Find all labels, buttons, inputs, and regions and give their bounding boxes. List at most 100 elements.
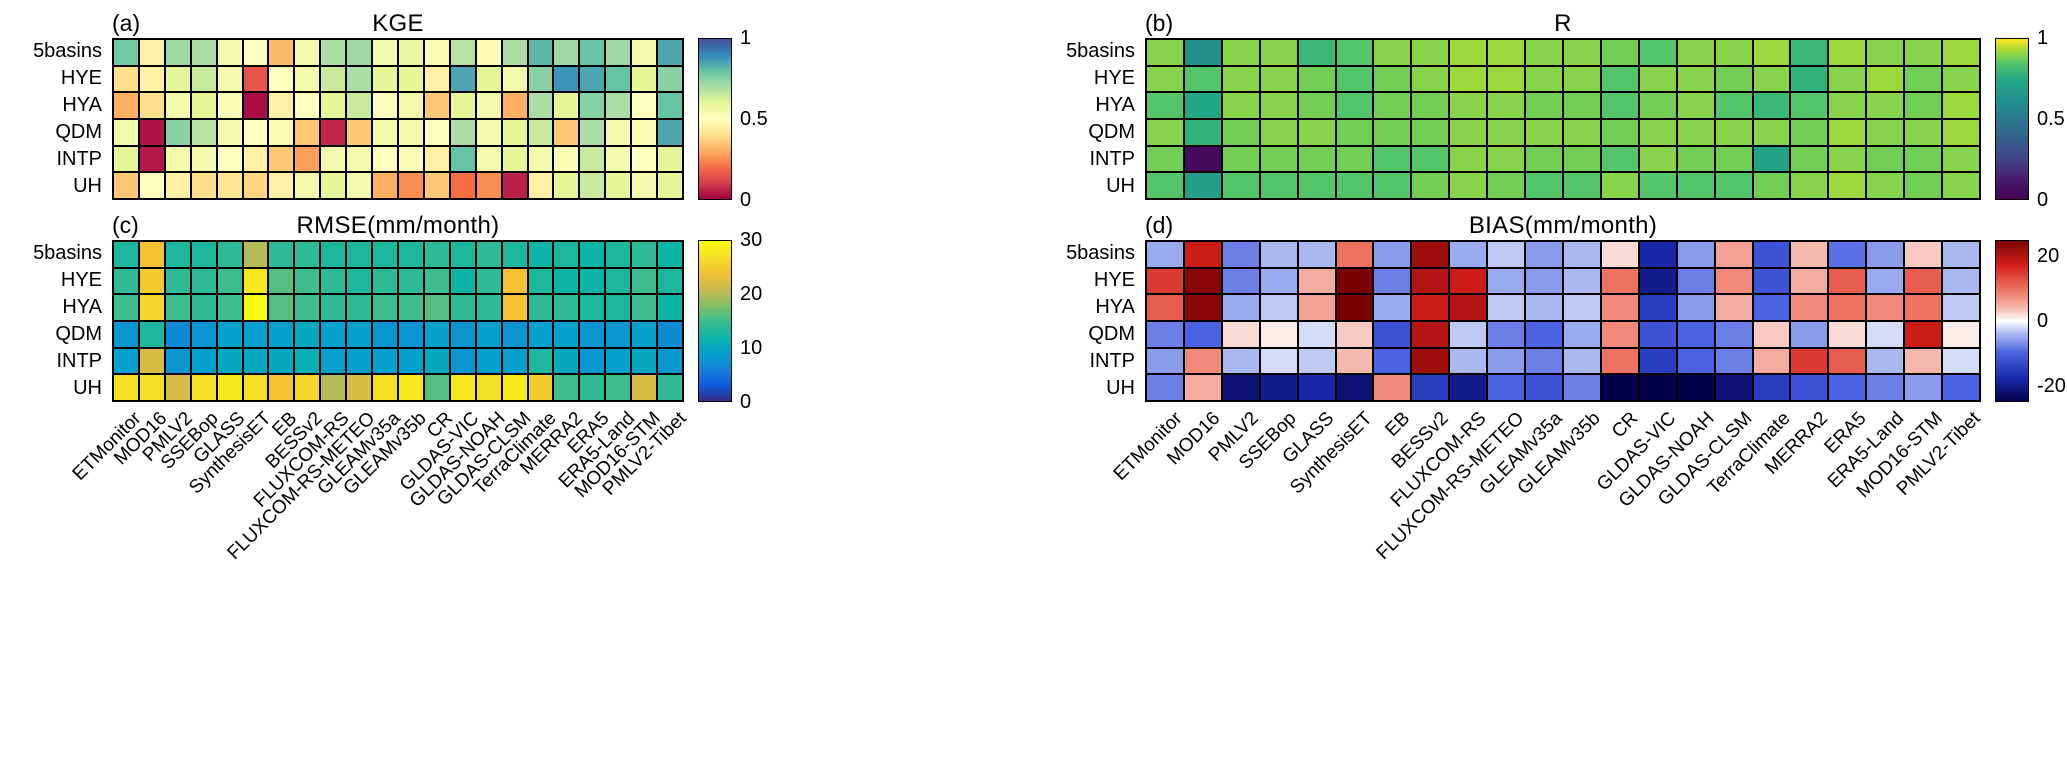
heatmap-cell <box>606 66 631 92</box>
heatmap-cell <box>321 321 346 347</box>
heatmap-cell <box>1564 119 1600 145</box>
heatmap-cell <box>1374 173 1411 198</box>
heatmap-cell <box>1488 348 1525 374</box>
heatmap-cell <box>269 268 294 294</box>
heatmap-cell <box>347 321 372 347</box>
heatmap-cell <box>165 119 190 145</box>
heatmap-cell <box>1184 173 1221 198</box>
heatmap-cell <box>191 173 216 198</box>
heatmap-cell <box>1905 348 1942 374</box>
heatmap-grid <box>112 38 684 200</box>
heatmap-cell <box>580 242 605 267</box>
heatmap-cell <box>1147 242 1183 267</box>
heatmap-cell <box>502 295 527 320</box>
heatmap-cell <box>269 93 294 118</box>
heatmap-cell <box>139 295 164 320</box>
heatmap-cell <box>1564 375 1600 400</box>
heatmap-cell <box>502 146 527 172</box>
heatmap-cell <box>295 321 320 347</box>
row-label: HYE <box>60 67 102 89</box>
heatmap-cell <box>1677 242 1714 267</box>
heatmap-cell <box>295 119 320 145</box>
row-label: INTP <box>56 148 102 170</box>
heatmap-cell <box>476 40 501 65</box>
heatmap-cell <box>476 119 501 145</box>
heatmap-cell <box>398 173 423 198</box>
heatmap-cell <box>580 268 605 294</box>
heatmap-cell <box>1829 242 1866 267</box>
heatmap-cell <box>1298 146 1335 172</box>
heatmap-cell <box>1488 119 1525 145</box>
heatmap-cell <box>217 242 242 267</box>
heatmap-cell <box>580 119 605 145</box>
heatmap-cell <box>450 295 475 320</box>
heatmap-cell <box>1943 268 1979 294</box>
colorbar-tick-label: 0 <box>740 189 752 211</box>
heatmap-cell <box>191 93 216 118</box>
colorbar-tick-label: 30 <box>740 229 763 251</box>
heatmap-cell <box>1147 321 1183 347</box>
heatmap-cell <box>1905 321 1942 347</box>
heatmap-cell <box>1222 321 1259 347</box>
heatmap-cell <box>1450 40 1487 65</box>
heatmap-cell <box>1260 348 1297 374</box>
heatmap-cell <box>1450 119 1487 145</box>
heatmap-cell <box>321 173 346 198</box>
row-label: INTP <box>1089 148 1135 170</box>
heatmap-cell <box>1222 295 1259 320</box>
heatmap-cell <box>1336 146 1373 172</box>
heatmap-cell <box>1222 173 1259 198</box>
heatmap-cell <box>476 173 501 198</box>
heatmap-cell <box>243 93 268 118</box>
heatmap-cell <box>1867 321 1904 347</box>
colorbar-tick-label: 0.5 <box>2037 108 2065 130</box>
heatmap-cell <box>658 173 682 198</box>
heatmap-cell <box>114 321 138 347</box>
heatmap-cell <box>1412 40 1449 65</box>
heatmap-cell <box>1639 146 1676 172</box>
heatmap-cell <box>1715 268 1752 294</box>
heatmap-cell <box>528 375 553 400</box>
heatmap-cell <box>1791 146 1828 172</box>
heatmap-cell <box>165 321 190 347</box>
heatmap-cell <box>295 268 320 294</box>
heatmap-cell <box>1298 268 1335 294</box>
heatmap-cell <box>191 242 216 267</box>
panel-letter: (d) <box>1145 212 1174 238</box>
heatmap-cell <box>1336 119 1373 145</box>
heatmap-cell <box>114 295 138 320</box>
heatmap-cell <box>1450 375 1487 400</box>
heatmap-cell <box>347 93 372 118</box>
heatmap-cell <box>1601 119 1638 145</box>
heatmap-cell <box>321 40 346 65</box>
heatmap-cell <box>1336 295 1373 320</box>
heatmap-cell <box>1147 295 1183 320</box>
colorbar-gradient <box>1995 38 2029 200</box>
heatmap-cell <box>1677 173 1714 198</box>
heatmap-cell <box>1564 268 1600 294</box>
heatmap-cell <box>1412 66 1449 92</box>
heatmap-cell <box>1943 295 1979 320</box>
heatmap-cell <box>476 242 501 267</box>
heatmap-cell <box>1753 93 1790 118</box>
heatmap-cell <box>1715 321 1752 347</box>
heatmap-cell <box>1336 40 1373 65</box>
heatmap-cell <box>1943 66 1979 92</box>
heatmap-cell <box>1715 146 1752 172</box>
heatmap-cell <box>580 66 605 92</box>
heatmap-cell <box>1526 119 1562 145</box>
heatmap-cell <box>606 40 631 65</box>
heatmap-cell <box>1564 242 1600 267</box>
heatmap-cell <box>632 93 657 118</box>
heatmap-cell <box>373 242 397 267</box>
heatmap-cell <box>1147 173 1183 198</box>
heatmap-cell <box>1601 93 1638 118</box>
heatmap-cell <box>1488 242 1525 267</box>
heatmap-cell <box>269 119 294 145</box>
heatmap-cell <box>554 66 579 92</box>
heatmap-cell <box>1867 375 1904 400</box>
heatmap-cell <box>1412 348 1449 374</box>
heatmap-cell <box>528 295 553 320</box>
heatmap-cell <box>1791 119 1828 145</box>
heatmap-cell <box>1336 66 1373 92</box>
